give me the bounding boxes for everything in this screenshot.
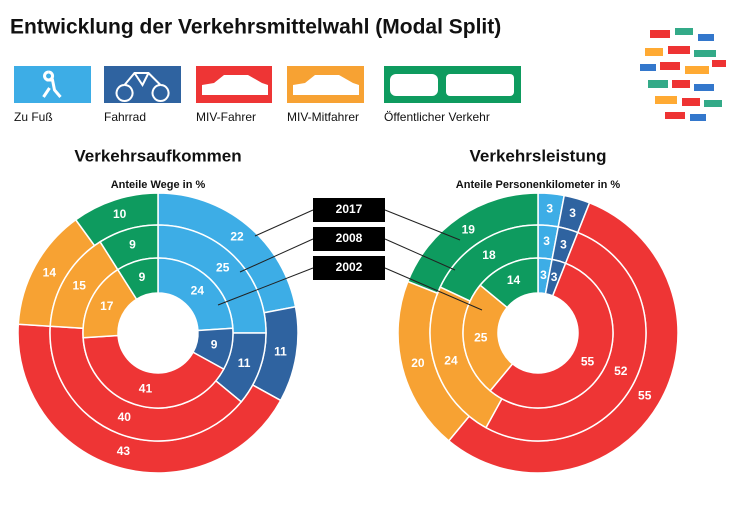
- data-label: 18: [482, 248, 496, 262]
- data-label: 40: [118, 410, 132, 424]
- legend-icon: [390, 74, 438, 96]
- donut-segment: [462, 284, 514, 392]
- chart-subtitle: Anteile Wege in %: [111, 179, 206, 191]
- leader-line: [217, 267, 314, 306]
- year-label: 2017: [336, 202, 363, 216]
- data-label: 11: [238, 356, 251, 370]
- donut-segment: [116, 257, 159, 301]
- donut-segment: [479, 257, 539, 309]
- legend-icon: [202, 75, 268, 95]
- chart-title: Verkehrsaufkommen: [74, 146, 241, 165]
- data-label: 25: [216, 260, 230, 274]
- data-label: 10: [113, 207, 127, 221]
- data-label: 9: [129, 237, 136, 251]
- year-box: [313, 198, 385, 222]
- legend-icon: [293, 75, 359, 95]
- data-label: 14: [507, 273, 521, 287]
- legend-icon: [42, 70, 62, 98]
- data-label: 14: [43, 265, 57, 279]
- vehicle-collage: [640, 20, 730, 125]
- leader-line: [254, 209, 314, 237]
- legend-icon: [446, 74, 514, 96]
- data-label: 3: [546, 202, 553, 216]
- legend-label: MIV-Fahrer: [196, 110, 256, 124]
- data-label: 3: [540, 268, 547, 282]
- leader-line: [384, 267, 483, 311]
- data-label: 41: [139, 381, 153, 395]
- data-label: 43: [117, 444, 131, 458]
- data-label: 3: [560, 237, 567, 251]
- legend-label: Zu Fuß: [14, 110, 53, 124]
- data-label: 55: [581, 354, 595, 368]
- page-title: Entwicklung der Verkehrsmittelwahl (Moda…: [10, 16, 501, 39]
- data-label: 52: [614, 364, 628, 378]
- data-label: 24: [444, 353, 458, 367]
- data-label: 25: [474, 331, 488, 345]
- data-label: 3: [551, 270, 558, 284]
- leader-line: [384, 209, 461, 241]
- leader-line: [384, 238, 456, 271]
- year-box: [313, 227, 385, 251]
- data-label: 3: [569, 206, 576, 220]
- donut-segment: [82, 334, 225, 409]
- legend-label: Öffentlicher Verkehr: [384, 110, 490, 124]
- year-label: 2002: [336, 260, 363, 274]
- data-label: 20: [411, 356, 425, 370]
- data-label: 24: [191, 283, 205, 297]
- year-box: [313, 256, 385, 280]
- data-label: 9: [211, 338, 218, 352]
- legend-label: MIV-Mitfahrer: [287, 110, 359, 124]
- year-label: 2008: [336, 231, 363, 245]
- data-label: 17: [100, 299, 114, 313]
- leader-line: [239, 238, 314, 273]
- data-label: 19: [462, 223, 476, 237]
- data-label: 55: [638, 388, 652, 402]
- data-label: 22: [230, 230, 244, 244]
- donut-segment: [489, 262, 614, 409]
- chart-subtitle: Anteile Personenkilometer in %: [456, 179, 621, 191]
- legend-label: Fahrrad: [104, 110, 146, 124]
- data-label: 3: [543, 234, 550, 248]
- chart-title: Verkehrsleistung: [469, 146, 606, 165]
- legend-icon: [115, 72, 170, 102]
- data-label: 11: [274, 345, 287, 359]
- data-label: 15: [73, 279, 87, 293]
- data-label: 9: [139, 270, 146, 284]
